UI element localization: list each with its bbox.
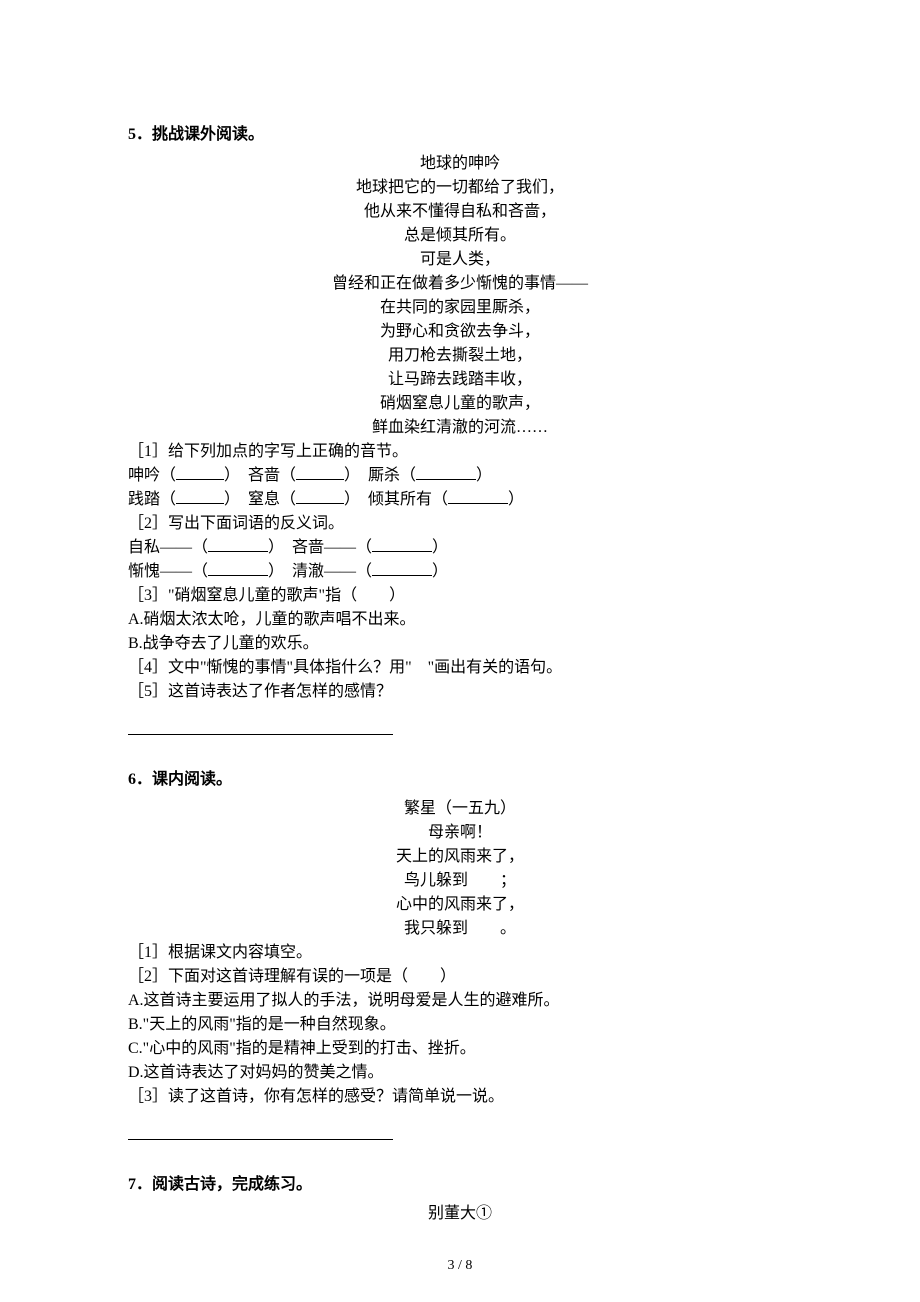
q7-heading: 7．阅读古诗，完成练习。 [128,1170,792,1194]
q6-sub2-optA: A.这首诗主要运用了拟人的手法，说明母爱是人生的避难所。 [128,989,792,1013]
q6-poem-title: 繁星（一五九） [128,797,792,821]
q6-sub1-label: ［1］根据课文内容填空。 [128,941,792,965]
text: 自私——（ [128,539,208,556]
q5-sub4-label: ［4］文中"惭愧的事情"具体指什么？用" "画出有关的语句。 [128,656,792,680]
text: ） 吝啬——（ [268,539,372,556]
text: ） 倾其所有（ [344,491,448,508]
q5-poem-line: 总是倾其所有。 [128,224,792,248]
q6-sub3-label: ［3］读了这首诗，你有怎样的感受？请简单说一说。 [128,1085,792,1109]
fill-blank[interactable] [416,467,476,480]
q6-sub2-optB: B."天上的风雨"指的是一种自然现象。 [128,1013,792,1037]
q6-poem-line: 母亲啊！ [128,821,792,845]
q6-sub2-label: ［2］下面对这首诗理解有误的一项是（ ） [128,965,792,989]
q6-poem-line: 我只躲到 。 [128,917,792,941]
fill-blank[interactable] [296,467,344,480]
q6-heading: 6．课内阅读。 [128,765,792,789]
text: ） [476,467,492,484]
q5-sub5-label: ［5］这首诗表达了作者怎样的感情？ [128,680,792,704]
q5-poem-line: 硝烟窒息儿童的歌声， [128,392,792,416]
q5-poem-line: 地球把它的一切都给了我们， [128,176,792,200]
q5-sub3-optB: B.战争夺去了儿童的欢乐。 [128,632,792,656]
fill-blank[interactable] [372,539,432,552]
q5-heading: 5．挑战课外阅读。 [128,120,792,144]
text: ） [508,491,524,508]
q5-poem-title: 地球的呻吟 [128,152,792,176]
q6-poem-line: 心中的风雨来了， [128,893,792,917]
q5-sub1-label: ［1］给下列加点的字写上正确的音节。 [128,440,792,464]
q5-poem-line: 鲜血染红清澈的河流…… [128,416,792,440]
fill-blank[interactable] [296,491,344,504]
text: ） [432,563,448,580]
q6-sub2-optC: C."心中的风雨"指的是精神上受到的打击、挫折。 [128,1037,792,1061]
q5-sub2-label: ［2］写出下面词语的反义词。 [128,512,792,536]
q5-sub2-row1: 自私——（ ） 吝啬——（ ） [128,536,792,560]
fill-blank[interactable] [208,539,268,552]
q6-poem-line: 鸟儿躲到 ； [128,869,792,893]
q5-poem-line: 他从来不懂得自私和吝啬， [128,200,792,224]
fill-blank[interactable] [372,563,432,576]
q5-sub1-row1: 呻吟（ ） 吝啬（ ） 厮杀（ ） [128,464,792,488]
text: ） 吝啬（ [224,467,296,484]
q5-sub1-row2: 践踏（ ） 窒息（ ） 倾其所有（ ） [128,488,792,512]
q5-poem-line: 为野心和贪欲去争斗， [128,320,792,344]
q6-poem-line: 天上的风雨来了， [128,845,792,869]
text: ） 清澈——（ [268,563,372,580]
text: 惭愧——（ [128,563,208,580]
answer-line[interactable] [128,1125,393,1140]
q7-poem-title: 别董大① [128,1202,792,1226]
text: 呻吟（ [128,467,176,484]
q5-sub3-optA: A.硝烟太浓太呛，儿童的歌声唱不出来。 [128,608,792,632]
q5-sub2-row2: 惭愧——（ ） 清澈——（ ） [128,560,792,584]
text: ） [432,539,448,556]
text: ） 厮杀（ [344,467,416,484]
q5-poem-line: 在共同的家园里厮杀， [128,296,792,320]
answer-line[interactable] [128,720,393,735]
fill-blank[interactable] [176,467,224,480]
text: 践踏（ [128,491,176,508]
q6-sub2-optD: D.这首诗表达了对妈妈的赞美之情。 [128,1061,792,1085]
q5-poem-line: 用刀枪去撕裂土地， [128,344,792,368]
text: ） 窒息（ [224,491,296,508]
fill-blank[interactable] [176,491,224,504]
q5-poem-line: 可是人类， [128,248,792,272]
fill-blank[interactable] [208,563,268,576]
q5-poem-line: 曾经和正在做着多少惭愧的事情—— [128,272,792,296]
page-footer: 3 / 8 [0,1258,920,1274]
q5-sub3-label: ［3］"硝烟窒息儿童的歌声"指（ ） [128,584,792,608]
q5-poem-line: 让马蹄去践踏丰收， [128,368,792,392]
fill-blank[interactable] [448,491,508,504]
page-container: 5．挑战课外阅读。 地球的呻吟 地球把它的一切都给了我们， 他从来不懂得自私和吝… [0,0,920,1302]
